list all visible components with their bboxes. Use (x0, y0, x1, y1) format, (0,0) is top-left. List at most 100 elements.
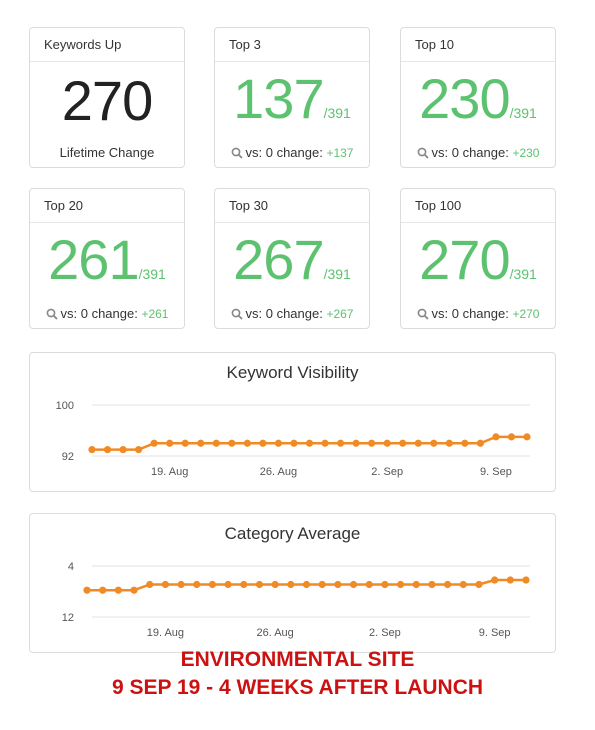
metric-value: 267 (233, 228, 324, 291)
metric: 230/391 (401, 66, 555, 132)
data-point[interactable] (334, 580, 342, 589)
data-point[interactable] (243, 439, 251, 447)
data-point[interactable] (412, 580, 420, 589)
data-point[interactable] (459, 580, 467, 589)
card-title: Top 100 (401, 189, 555, 223)
data-point[interactable] (523, 433, 531, 441)
data-point[interactable] (399, 439, 407, 447)
data-point[interactable] (193, 580, 201, 589)
card-footer: vs: 0 change: +270 (401, 306, 555, 321)
x-tick-label: 19. Aug (151, 466, 188, 478)
data-point[interactable] (88, 446, 96, 454)
change-value: +137 (326, 146, 354, 160)
metric-value: 270 (419, 228, 510, 291)
data-point[interactable] (259, 439, 267, 447)
metric: 137/391 (215, 66, 369, 132)
data-point[interactable] (445, 439, 453, 447)
data-point[interactable] (240, 580, 248, 589)
y-tick-label: 4 (68, 561, 74, 573)
data-point[interactable] (475, 580, 483, 589)
metric: 261/391 (30, 227, 184, 293)
data-point[interactable] (197, 439, 205, 447)
data-point[interactable] (305, 439, 314, 447)
card-top-100: Top 100 270/391 vs: 0 change: +270 (400, 188, 556, 329)
data-point[interactable] (430, 439, 438, 447)
data-point[interactable] (181, 439, 189, 447)
data-point[interactable] (212, 439, 220, 447)
data-point[interactable] (83, 586, 91, 594)
data-point[interactable] (271, 580, 279, 589)
x-tick-label: 2. Sep (369, 627, 401, 639)
data-point[interactable] (287, 580, 295, 589)
footer-text: vs: 0 change: (431, 306, 509, 321)
data-point[interactable] (321, 439, 329, 447)
data-point[interactable] (274, 439, 283, 447)
metric-total: /391 (509, 105, 537, 121)
card-top-30: Top 30 267/391 vs: 0 change: +267 (214, 188, 370, 329)
data-point[interactable] (228, 439, 236, 447)
data-point[interactable] (255, 580, 264, 589)
data-point[interactable] (130, 586, 138, 594)
data-point[interactable] (492, 433, 500, 441)
x-tick-label: 9. Sep (480, 466, 512, 478)
data-point[interactable] (507, 433, 516, 441)
footer-text: vs: 0 change: (431, 145, 509, 160)
data-point[interactable] (349, 580, 358, 589)
data-point[interactable] (396, 580, 405, 589)
data-point[interactable] (135, 446, 143, 454)
x-tick-label: 26. Aug (256, 627, 293, 639)
chart-title: Category Average (224, 524, 361, 543)
change-value: +267 (326, 307, 354, 321)
data-point[interactable] (522, 576, 530, 584)
data-point[interactable] (224, 580, 232, 589)
data-point[interactable] (114, 586, 122, 594)
data-point[interactable] (365, 580, 373, 589)
data-point[interactable] (352, 439, 360, 447)
data-point[interactable] (290, 439, 298, 447)
change-value: +230 (512, 146, 540, 160)
metric: 267/391 (215, 227, 369, 293)
card-footer: vs: 0 change: +230 (401, 145, 555, 160)
x-tick-label: 2. Sep (371, 466, 403, 478)
data-point[interactable] (150, 439, 158, 447)
data-point[interactable] (383, 439, 391, 447)
chart-title: Keyword Visibility (226, 363, 359, 382)
data-point[interactable] (166, 439, 174, 447)
data-point[interactable] (461, 439, 469, 447)
data-point[interactable] (444, 580, 452, 589)
y-tick-label: 12 (62, 612, 74, 624)
y-tick-label: 92 (62, 451, 74, 463)
metric: 270 (30, 68, 184, 134)
search-icon (231, 308, 243, 320)
data-point[interactable] (491, 576, 499, 584)
metric-value: 261 (48, 228, 139, 291)
data-point[interactable] (302, 580, 311, 589)
data-point[interactable] (99, 586, 107, 594)
search-icon (46, 308, 58, 320)
card-title: Top 30 (215, 189, 369, 223)
data-point[interactable] (414, 439, 422, 447)
data-point[interactable] (381, 580, 389, 589)
card-footer: vs: 0 change: +267 (215, 306, 369, 321)
data-point[interactable] (318, 580, 326, 589)
data-point[interactable] (336, 439, 345, 447)
data-point[interactable] (103, 446, 112, 454)
metric-value: 270 (61, 69, 153, 132)
data-point[interactable] (506, 576, 514, 584)
caption-line-2: 9 SEP 19 - 4 WEEKS AFTER LAUNCH (111, 676, 484, 699)
data-point[interactable] (146, 580, 154, 589)
data-point[interactable] (476, 439, 484, 447)
data-point[interactable] (119, 446, 127, 454)
metric: 270/391 (401, 227, 555, 293)
card-top-20: Top 20 261/391 vs: 0 change: +261 (29, 188, 185, 329)
chart-svg: 4 12 19. Aug 26. Aug 2. Sep 9. Sep (62, 561, 530, 639)
data-point[interactable] (368, 439, 376, 447)
card-keywords-up: Keywords Up 270 Lifetime Change (29, 27, 185, 168)
footer-text: vs: 0 change: (60, 306, 138, 321)
data-point[interactable] (428, 580, 436, 589)
x-tick-label: 19. Aug (147, 627, 184, 639)
data-point[interactable] (177, 580, 185, 589)
data-point[interactable] (208, 580, 217, 589)
caption-line-1: ENVIRONMENTAL SITE (180, 648, 415, 671)
data-point[interactable] (161, 580, 169, 589)
